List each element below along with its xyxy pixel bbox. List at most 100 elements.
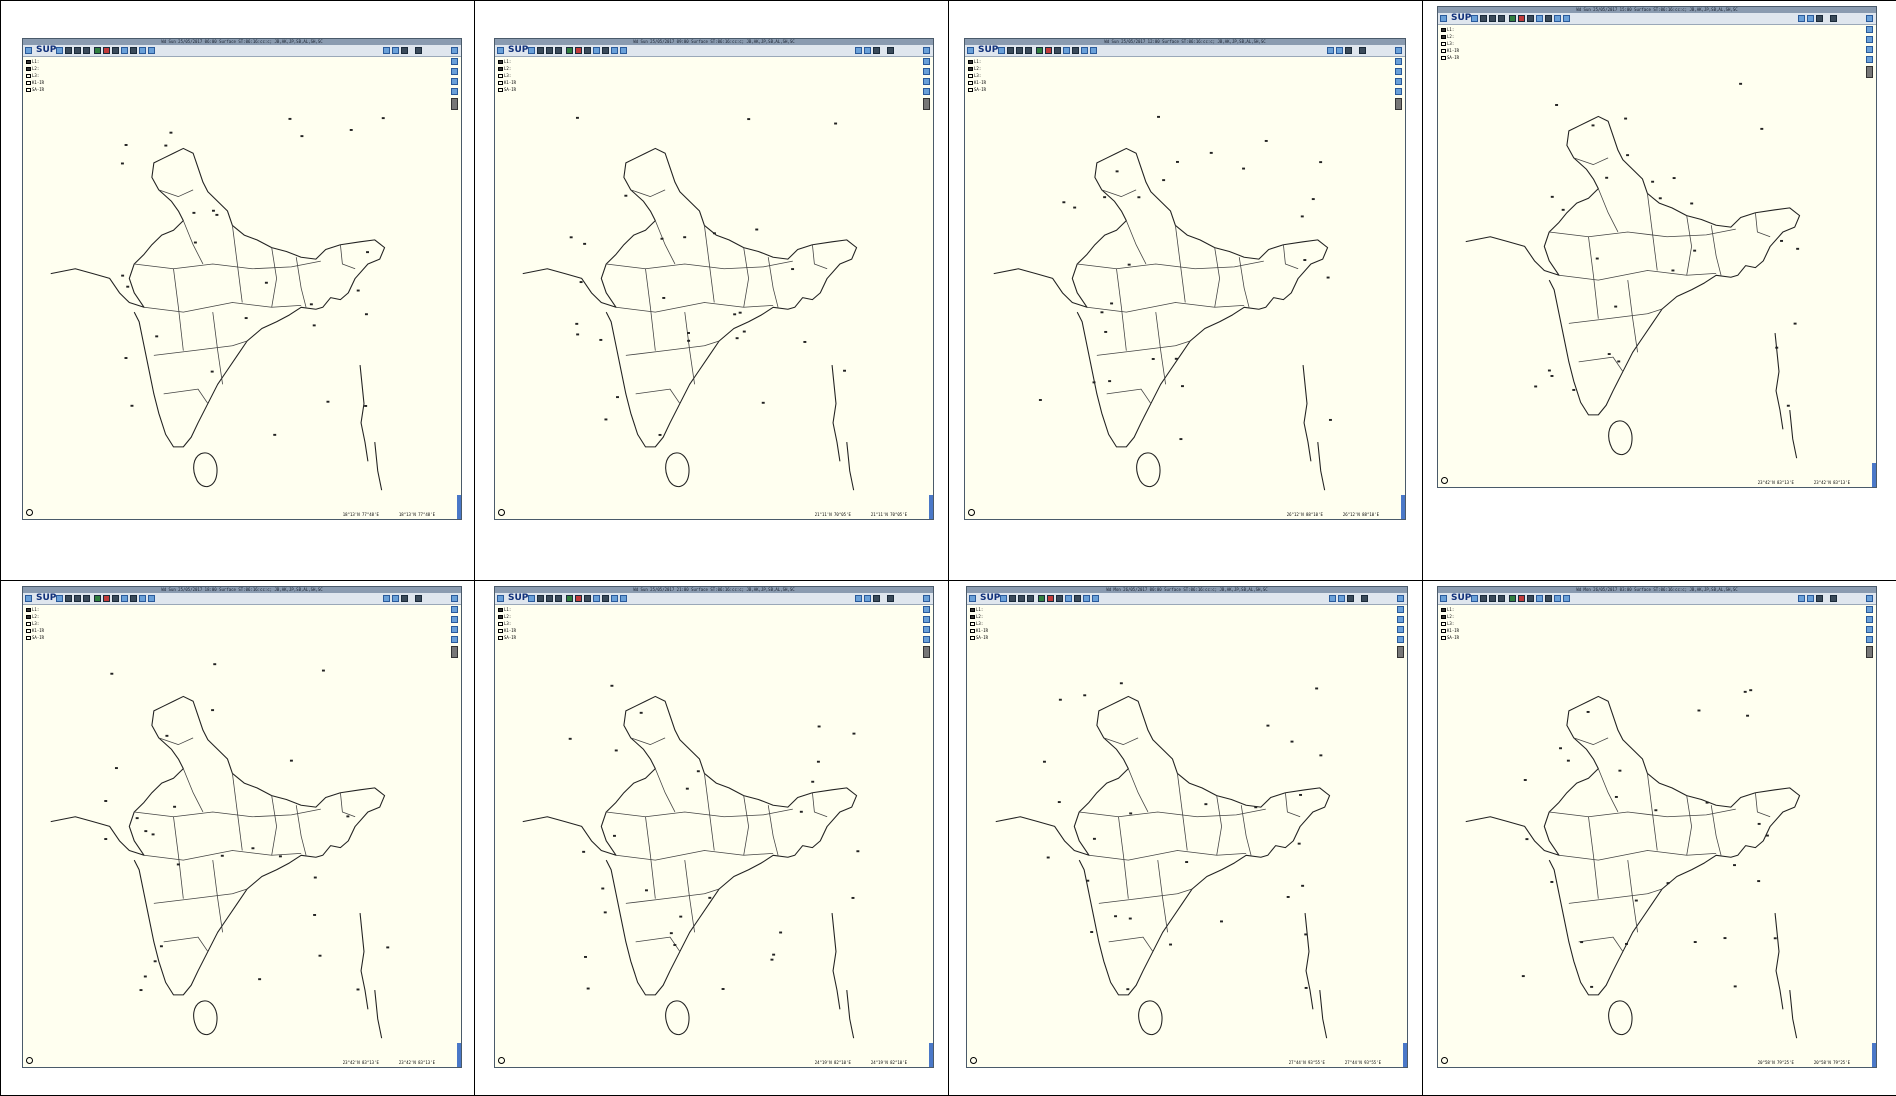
pan-icon[interactable] [1536,595,1543,602]
overlay-icon[interactable] [555,595,562,602]
satellite-icon[interactable] [537,595,544,602]
refresh-icon[interactable] [998,47,1005,54]
chart-icon[interactable] [1036,47,1043,54]
layer-item[interactable]: SA-IR [498,634,516,641]
tool-icon[interactable] [923,626,930,633]
tool-icon[interactable] [451,626,458,633]
forward-icon[interactable] [1816,595,1823,602]
layer-checkbox[interactable] [26,636,31,640]
measure-icon[interactable] [1072,47,1079,54]
satellite-icon[interactable] [1007,47,1014,54]
back-icon[interactable] [1336,47,1343,54]
scale-icon[interactable] [1361,595,1368,602]
layer-checkbox[interactable] [26,622,31,626]
info-icon[interactable] [855,47,862,54]
measure-icon[interactable] [602,47,609,54]
check-icon[interactable] [620,47,627,54]
tool-icon[interactable] [923,616,930,623]
window-titlebar[interactable]: Wd Sun 25/05/2017 18:00 Surface ST:06:16… [23,587,461,593]
layer-checkbox[interactable] [26,74,31,78]
scale-icon[interactable] [1359,47,1366,54]
map-window[interactable]: Wd Mon 26/05/2017 00:00 Surface ST:06:16… [966,586,1408,1068]
layer-icon[interactable] [103,47,110,54]
layer-checkbox[interactable] [1441,622,1446,626]
vertical-scrollbar[interactable] [457,495,461,519]
scale-icon[interactable] [1830,15,1837,22]
tool-icon[interactable] [1395,88,1402,95]
scale-icon[interactable] [1830,595,1837,602]
map-window[interactable]: Wd Sun 25/05/2017 18:00 Surface ST:06:16… [22,586,462,1068]
forward-icon[interactable] [873,595,880,602]
forward-icon[interactable] [1347,595,1354,602]
window-titlebar[interactable]: Wd Sun 25/05/2017 15:00 Surface ST:06:16… [1438,7,1876,13]
vertical-scrollbar[interactable] [1872,1043,1876,1067]
layer-item[interactable]: L1: [26,606,44,613]
layer-item[interactable]: L2: [1441,613,1459,620]
layer-item[interactable]: L3: [1441,620,1459,627]
layer-checkbox[interactable] [498,88,503,92]
info-icon[interactable] [855,595,862,602]
india-map[interactable] [965,57,1406,520]
map-canvas[interactable] [495,57,933,519]
chart-icon[interactable] [1509,595,1516,602]
scale-icon[interactable] [415,47,422,54]
forward-icon[interactable] [873,47,880,54]
layer-checkbox[interactable] [26,608,31,612]
close-icon[interactable] [923,58,930,65]
check-icon[interactable] [1563,595,1570,602]
window-titlebar[interactable]: Wd Sun 25/05/2017 06:00 Surface ST:06:16… [23,39,461,45]
back-icon[interactable] [1807,595,1814,602]
close-icon[interactable] [1397,606,1404,613]
back-icon[interactable] [392,595,399,602]
zoom-icon[interactable] [584,595,591,602]
tool-icon[interactable] [451,616,458,623]
refresh-icon[interactable] [56,595,63,602]
scroll-thumb[interactable] [1866,646,1873,658]
tool-icon[interactable] [923,78,930,85]
satellite-icon[interactable] [537,47,544,54]
tool-icon[interactable] [923,68,930,75]
scroll-thumb[interactable] [451,98,458,110]
map-window[interactable]: Wd Sun 25/05/2017 21:00 Surface ST:06:16… [494,586,934,1068]
layer-icon[interactable] [575,595,582,602]
plus-icon[interactable] [139,47,146,54]
layer-item[interactable]: SA-IR [26,634,44,641]
vertical-scrollbar[interactable] [929,1043,933,1067]
refresh-icon[interactable] [1471,15,1478,22]
tool-icon[interactable] [1395,68,1402,75]
layer-item[interactable]: L2: [1441,33,1459,40]
window-titlebar[interactable]: Wd Sun 25/05/2017 21:00 Surface ST:06:16… [495,587,933,593]
zoom-icon[interactable] [112,595,119,602]
back-icon[interactable] [392,47,399,54]
vertical-scrollbar[interactable] [1403,1043,1407,1067]
layer-item[interactable]: L3: [968,72,986,79]
layer-icon[interactable] [1047,595,1054,602]
layer-checkbox[interactable] [968,60,973,64]
radar-icon[interactable] [1489,15,1496,22]
back-icon[interactable] [1338,595,1345,602]
tool-icon[interactable] [1397,636,1404,643]
info-icon[interactable] [1329,595,1336,602]
home-icon[interactable] [497,595,504,602]
tool-icon[interactable] [1397,626,1404,633]
layer-checkbox[interactable] [498,608,503,612]
back-icon[interactable] [864,595,871,602]
plus-icon[interactable] [1083,595,1090,602]
satellite-icon[interactable] [65,595,72,602]
layer-checkbox[interactable] [968,81,973,85]
layer-item[interactable]: K1-IR [498,627,516,634]
layer-checkbox[interactable] [1441,42,1446,46]
close-icon[interactable] [1866,26,1873,33]
layer-item[interactable]: L2: [970,613,988,620]
tool-icon[interactable] [1866,616,1873,623]
map-canvas[interactable] [23,605,461,1067]
radar-icon[interactable] [1489,595,1496,602]
layer-checkbox[interactable] [498,622,503,626]
zoom-icon[interactable] [584,47,591,54]
close-icon[interactable] [1866,606,1873,613]
map-window[interactable]: Wd Mon 26/05/2017 03:00 Surface ST:06:16… [1437,586,1877,1068]
layer-checkbox[interactable] [970,622,975,626]
window-titlebar[interactable]: Wd Sun 25/05/2017 12:00 Surface ST:06:16… [965,39,1405,45]
layer-checkbox[interactable] [1441,49,1446,53]
info-icon[interactable] [383,47,390,54]
